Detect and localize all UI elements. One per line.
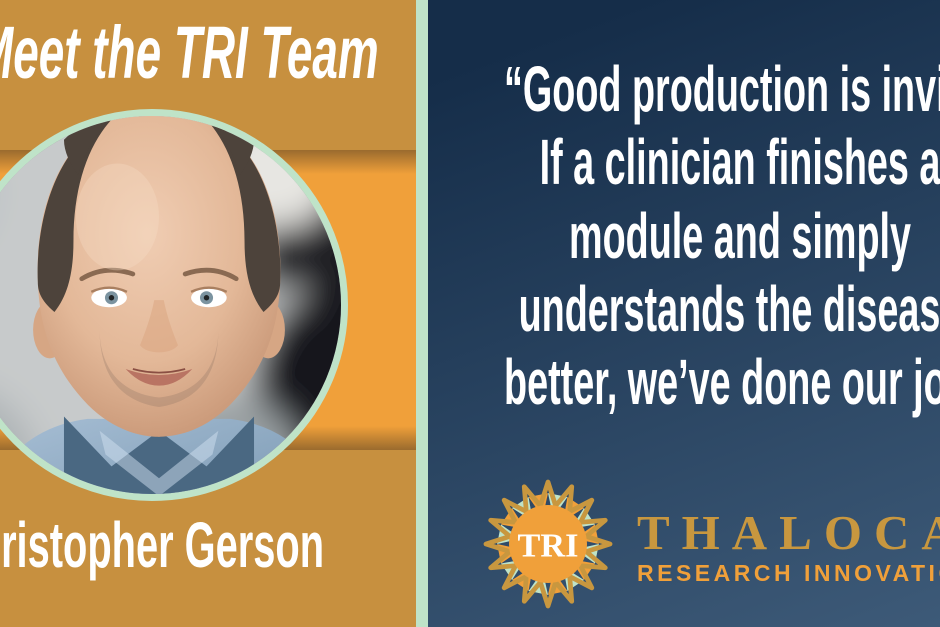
svg-text:TRI: TRI: [518, 526, 579, 564]
